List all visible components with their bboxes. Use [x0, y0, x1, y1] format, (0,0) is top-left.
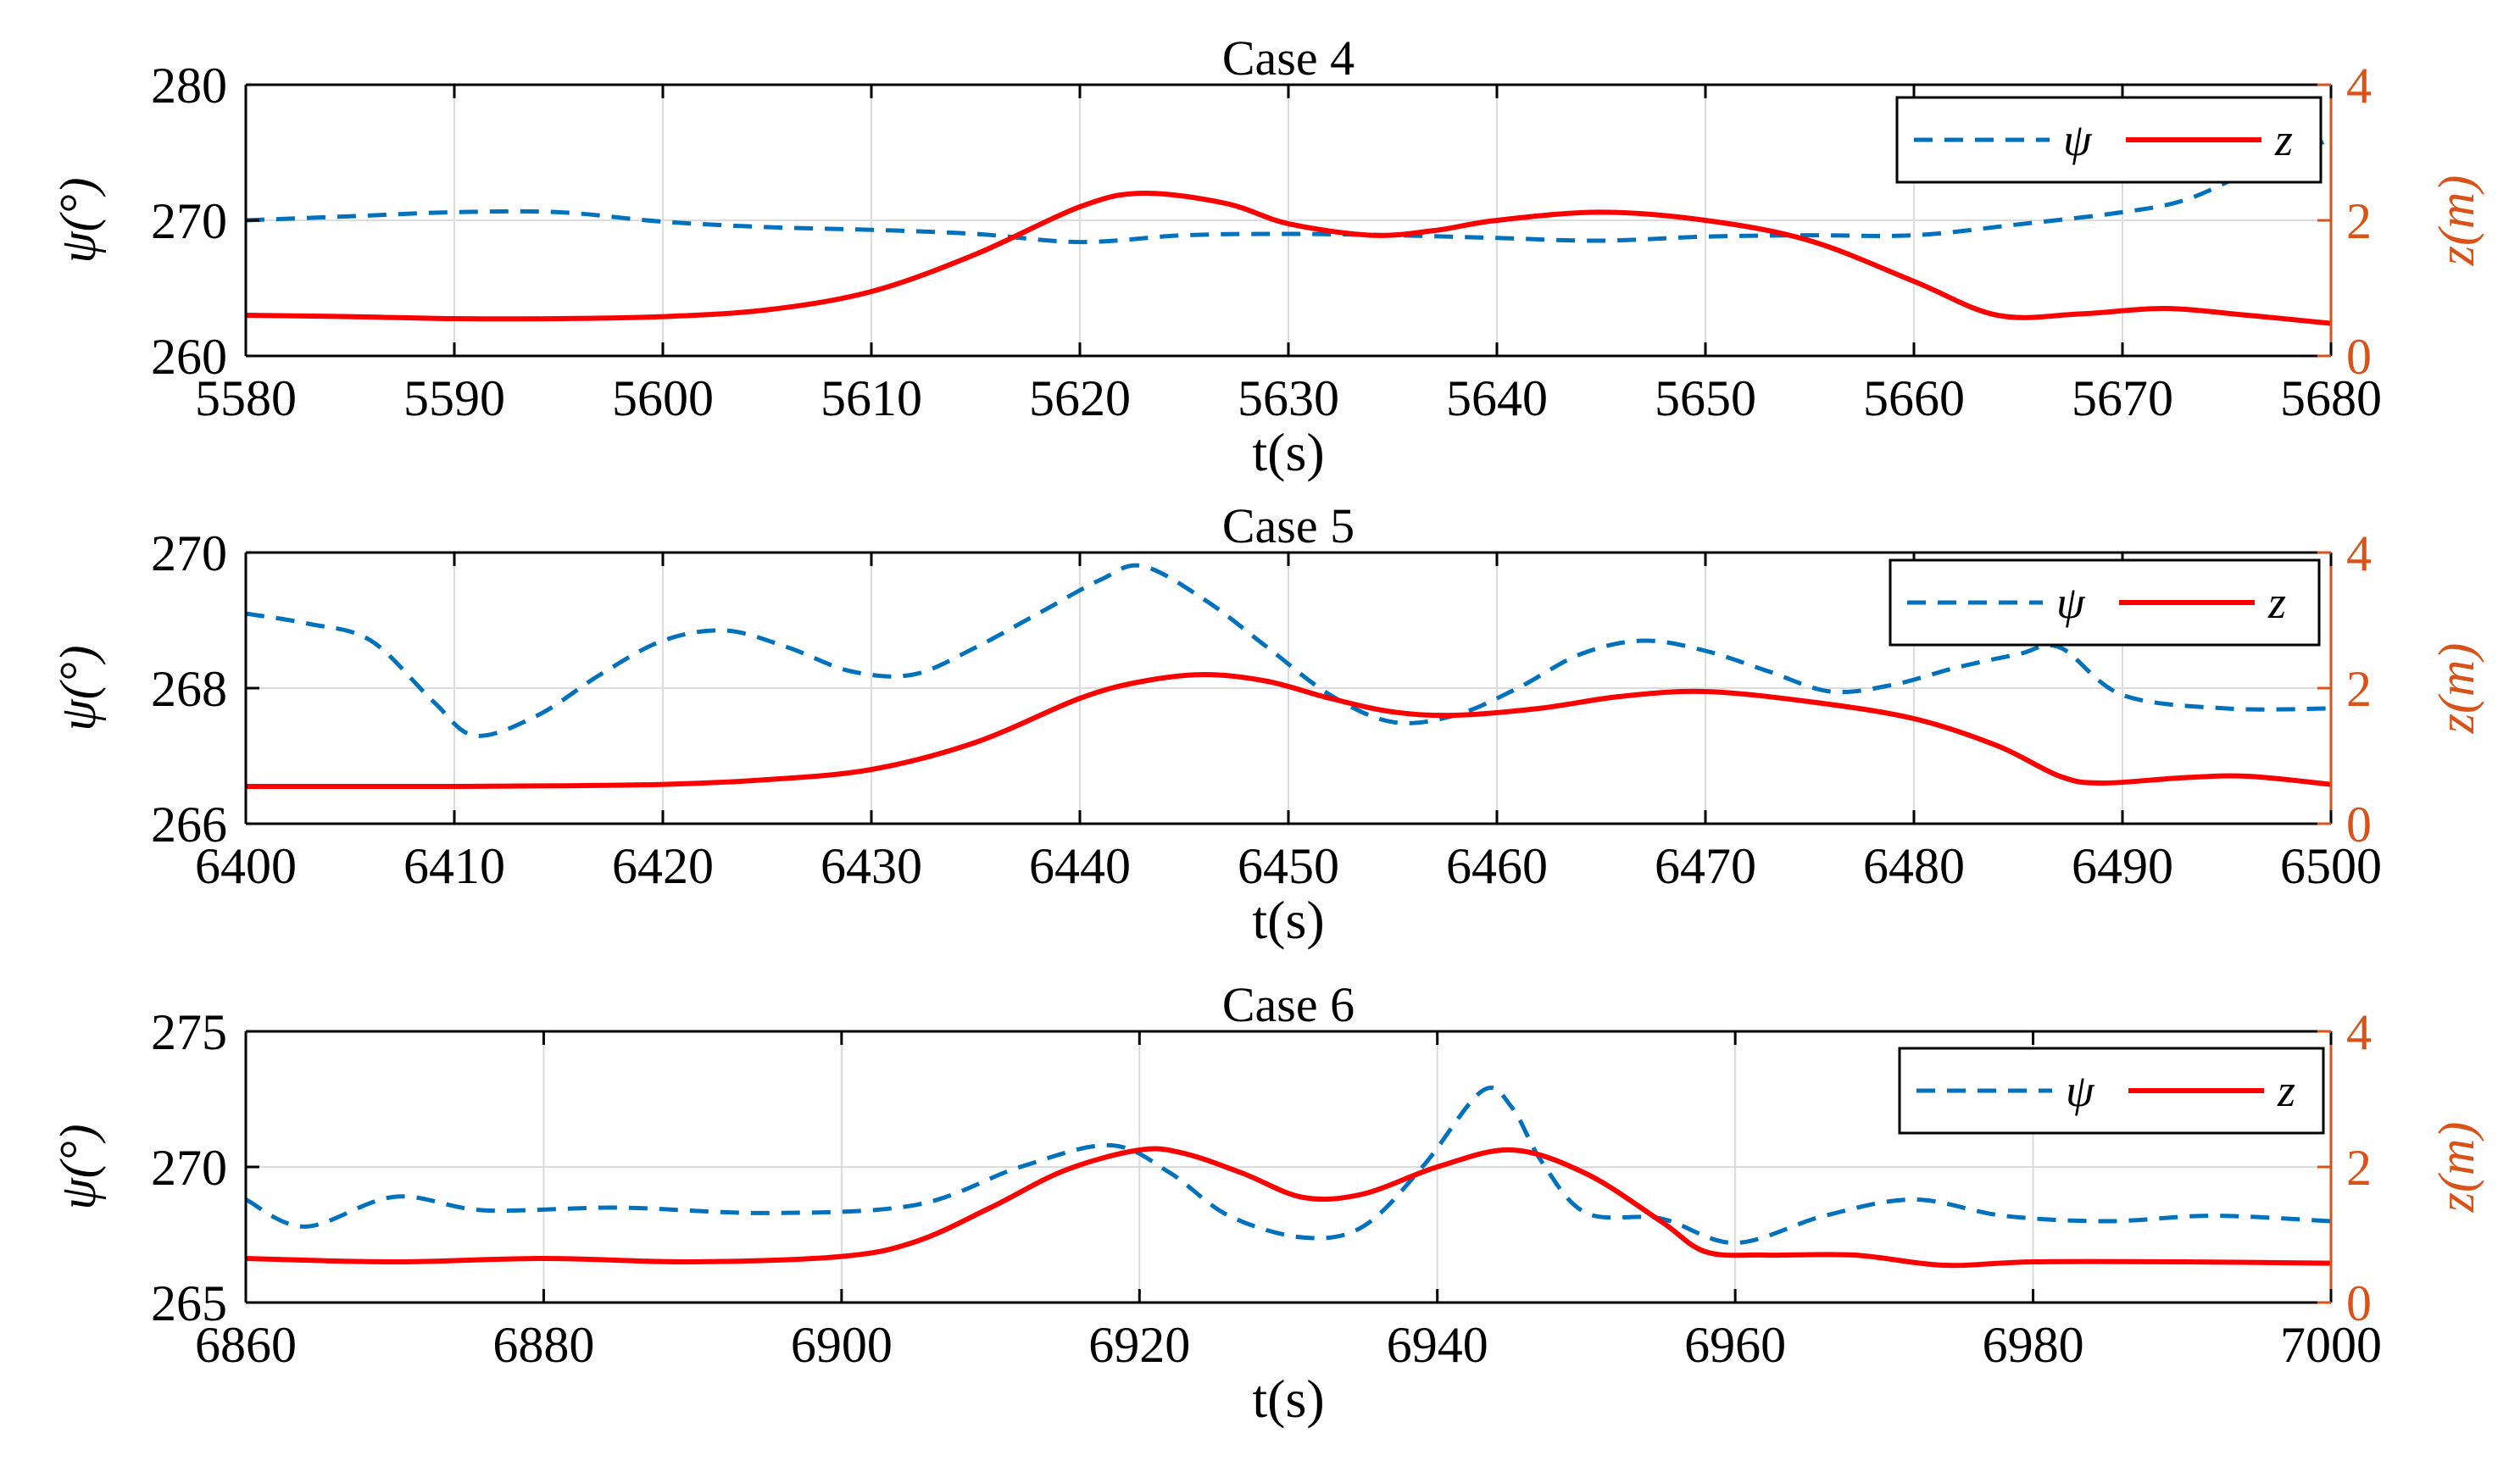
x-tick-label: 6440: [1029, 838, 1131, 894]
series-line-z: [245, 190, 2332, 326]
y-axis-label-left: ψ(°): [50, 1124, 106, 1209]
series-group: [245, 563, 2332, 790]
y-axis-label-left: ψ(°): [50, 645, 106, 730]
y-tick-label: 270: [151, 525, 227, 581]
y-right-tick-label: 4: [2346, 58, 2372, 114]
y-right-tick-label: 4: [2346, 525, 2372, 581]
x-tick-label: 6500: [2280, 838, 2382, 894]
x-tick-label: 6940: [1387, 1317, 1488, 1373]
x-tick-label: 5600: [612, 370, 714, 426]
y-axis-label-right: z(m): [2428, 1122, 2484, 1214]
x-tick-label: 6860: [195, 1317, 297, 1373]
y-right-tick-label: 2: [2346, 661, 2372, 717]
chart-case-6: 6860 6880 6900 6920 6940 6960 6980 7000 265 270 27…: [50, 977, 2484, 1429]
legend-label-z: z: [2277, 1065, 2295, 1116]
legend-label-psi: ψ: [2063, 114, 2093, 165]
x-tick-label: 6420: [612, 838, 714, 894]
series-line-z: [245, 672, 2332, 790]
y-tick-label: 275: [151, 1004, 227, 1060]
x-tick-label: 6920: [1088, 1317, 1190, 1373]
x-tick-label: 5590: [403, 370, 505, 426]
x-tick-label: 5640: [1446, 370, 1548, 426]
x-tick-label: 6410: [403, 838, 505, 894]
x-tick-label: 5620: [1029, 370, 1131, 426]
y-right-tick-label: 0: [2346, 1275, 2372, 1331]
series-line-psi: [244, 1086, 2332, 1246]
y-tick-label: 265: [151, 1275, 227, 1331]
legend-label-z: z: [2274, 114, 2293, 165]
chart-title: Case 6: [1222, 977, 1355, 1032]
x-axis-label: t(s): [1252, 890, 1324, 950]
x-tick-label: 5680: [2280, 370, 2382, 426]
series-group: [244, 1086, 2332, 1269]
y-tick-label: 268: [151, 661, 227, 717]
chart-case-5: 6400 6410 6420 6430 6440 6450 6460 6470 6480 6490…: [50, 498, 2484, 950]
y-tick-label: 270: [151, 193, 227, 249]
chart-case-4: 5580 5590 5600 5610 5620 5630 5640 5650 5660 5670…: [50, 31, 2484, 482]
series-line-psi: [245, 563, 2332, 738]
x-tick-label: 6480: [1863, 838, 1965, 894]
x-tick-label: 6430: [821, 838, 922, 894]
series-line-psi: [245, 136, 2332, 245]
x-tick-label: 6980: [1983, 1317, 2084, 1373]
y-tick-label: 270: [151, 1140, 227, 1196]
x-tick-label: 5630: [1238, 370, 1339, 426]
y-tick-label: 266: [151, 797, 227, 853]
x-axis-label: t(s): [1252, 422, 1324, 482]
legend-label-psi: ψ: [2066, 1065, 2095, 1116]
x-tick-label: 6450: [1238, 838, 1339, 894]
y-tick-label: 280: [151, 58, 227, 114]
y-right-tick-label: 0: [2346, 329, 2372, 385]
x-tick-label: 5610: [821, 370, 922, 426]
series-line-z: [245, 1146, 2332, 1269]
x-tick-label: 5650: [1655, 370, 1756, 426]
x-tick-label: 6880: [492, 1317, 594, 1373]
y-axis-label-right: z(m): [2428, 643, 2484, 735]
y-axis-label-left: ψ(°): [50, 177, 106, 263]
x-tick-label: 6470: [1655, 838, 1756, 894]
x-tick-label: 5660: [1863, 370, 1965, 426]
chart-title: Case 5: [1222, 498, 1355, 553]
y-axis-label-right: z(m): [2428, 175, 2484, 267]
legend-label-z: z: [2267, 577, 2286, 628]
x-tick-label: 6490: [2072, 838, 2173, 894]
series-group: [245, 136, 2332, 326]
legend-label-psi: ψ: [2056, 577, 2086, 628]
x-tick-label: 5580: [195, 370, 297, 426]
x-tick-label: 7000: [2280, 1317, 2382, 1373]
y-right-tick-label: 2: [2346, 1140, 2372, 1196]
x-tick-label: 6960: [1684, 1317, 1786, 1373]
x-tick-label: 5670: [2072, 370, 2173, 426]
y-right-tick-label: 4: [2346, 1004, 2372, 1060]
x-tick-label: 6460: [1446, 838, 1548, 894]
y-right-tick-label: 2: [2346, 193, 2372, 249]
x-tick-label: 6900: [791, 1317, 893, 1373]
chart-title: Case 4: [1222, 31, 1355, 86]
y-tick-label: 260: [151, 329, 227, 385]
x-axis-label: t(s): [1252, 1369, 1324, 1429]
y-right-tick-label: 0: [2346, 797, 2372, 853]
x-tick-label: 6400: [195, 838, 297, 894]
